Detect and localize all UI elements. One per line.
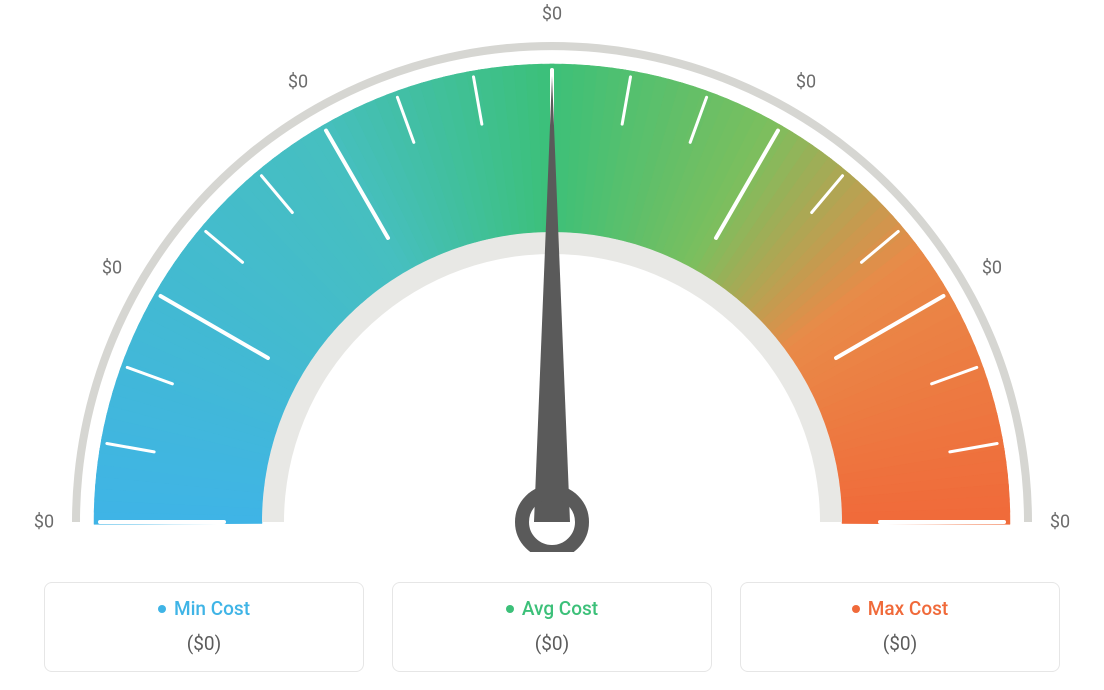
legend-dot-max [852,605,860,613]
gauge-tick-label: $0 [288,72,308,93]
legend-value-max: ($0) [753,632,1047,655]
gauge-tick-label: $0 [982,258,1002,279]
cost-gauge-chart: $0 $0 $0 $0 $0 $0 $0 Min Cost ($0) Avg Cost ($… [0,0,1104,690]
gauge-tick-label: $0 [1050,512,1070,533]
gauge-tick-label: $0 [102,258,122,279]
legend-value-avg: ($0) [405,632,699,655]
legend-label-min: Min Cost [174,597,250,620]
gauge-tick-label: $0 [34,512,54,533]
legend-label-max: Max Cost [868,597,948,620]
gauge-svg [32,12,1072,552]
gauge-tick-label: $0 [796,72,816,93]
gauge-tick-label: $0 [542,4,562,25]
legend-dot-min [158,605,166,613]
gauge: $0$0$0$0$0$0$0 [32,12,1072,552]
legend-label-avg: Avg Cost [522,597,598,620]
legend-row: Min Cost ($0) Avg Cost ($0) Max Cost ($0… [0,582,1104,672]
legend-card-min: Min Cost ($0) [44,582,364,672]
legend-dot-avg [506,605,514,613]
legend-card-avg: Avg Cost ($0) [392,582,712,672]
legend-card-max: Max Cost ($0) [740,582,1060,672]
legend-value-min: ($0) [57,632,351,655]
